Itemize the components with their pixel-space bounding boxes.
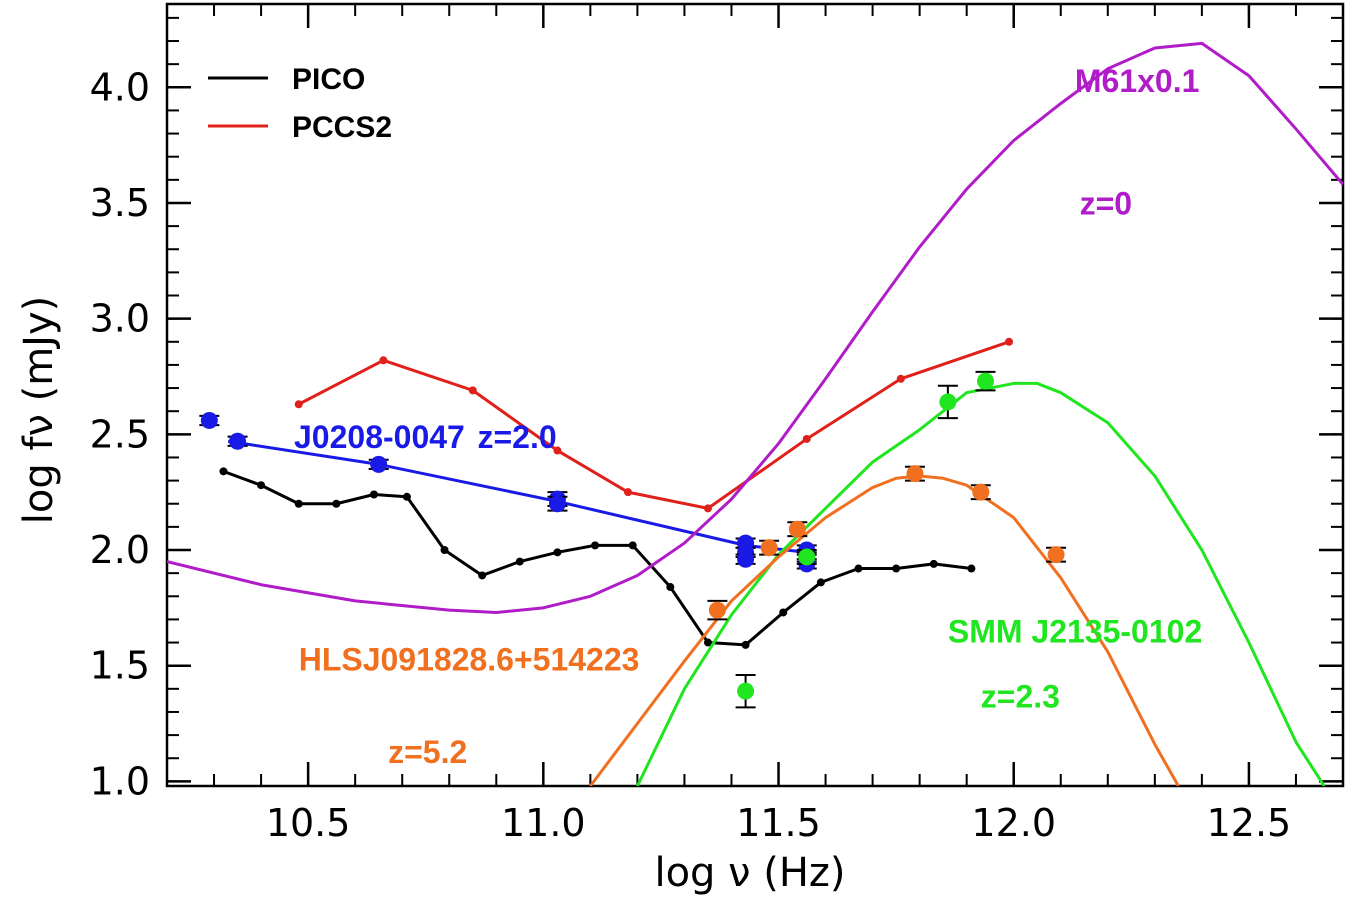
series-1-point-4 [623, 488, 632, 497]
series-1-point-7 [896, 374, 905, 383]
x-tick-label-4: 12.5 [1207, 801, 1292, 845]
series-layer [167, 41, 1343, 786]
series-0-point-14 [741, 640, 750, 649]
series-0-point-17 [854, 564, 863, 573]
series-6-marker-2 [939, 393, 957, 411]
annotation-0: J0208-0047 [294, 419, 465, 455]
series-0-point-10 [591, 541, 600, 550]
series-0-point-19 [929, 559, 938, 568]
y-axis-label: log fν (mJy) [16, 296, 62, 524]
series-6-marker-3 [976, 372, 994, 390]
series-0-point-7 [478, 571, 487, 580]
y-tick-label-0: 1.0 [90, 759, 150, 803]
legend-label-1: PCCS2 [292, 111, 392, 144]
series-4 [167, 41, 1343, 614]
annotations: J0208-0047 z=2.0 M61x0.1 z=0 SMM J2135-0102 z… [294, 63, 1202, 770]
series-2 [227, 439, 807, 554]
series-6 [735, 370, 996, 709]
series-6-marker-1 [798, 548, 816, 566]
series-3-marker-7 [737, 550, 755, 568]
y-tick-label-2: 2.0 [90, 528, 150, 572]
series-2-line [227, 439, 807, 554]
annotation-6: HLSJ091828.6+514223 [299, 641, 640, 677]
series-0 [219, 467, 976, 649]
series-0-point-15 [779, 608, 788, 617]
series-8-marker-4 [972, 483, 990, 501]
series-3-marker-4 [548, 495, 566, 513]
series-8-marker-2 [788, 520, 806, 538]
series-0-point-13 [703, 638, 712, 647]
series-0-point-3 [332, 499, 341, 508]
series-3-marker-2 [370, 455, 388, 473]
series-0-point-9 [553, 548, 562, 557]
series-1-point-5 [703, 504, 712, 513]
legend-label-0: PICO [292, 63, 365, 96]
y-tick-label-3: 2.5 [90, 412, 150, 456]
x-tick-label-0: 10.5 [266, 801, 351, 845]
series-1-point-0 [294, 400, 303, 409]
annotation-1: z=2.0 [477, 419, 556, 455]
annotation-7: z=5.2 [388, 734, 467, 770]
series-0-point-5 [402, 492, 411, 501]
y-tick-label-4: 3.0 [90, 297, 150, 341]
series-0-point-4 [369, 490, 378, 499]
y-tick-label-5: 3.5 [90, 181, 150, 225]
plot-frame [165, 2, 1345, 788]
series-8-marker-3 [906, 465, 924, 483]
series-0-point-16 [816, 578, 825, 587]
axis-ticks: 10.5 11.0 11.5 12.0 12.5 1.0 1.5 2.0 2.5 3.0 3.5 4.… [90, 4, 1344, 845]
series-1-point-6 [802, 434, 811, 443]
series-3-marker-0 [200, 411, 218, 429]
series-0-point-18 [892, 564, 901, 573]
x-axis-label: log ν (Hz) [654, 850, 845, 896]
series-0-point-2 [294, 499, 303, 508]
series-8-marker-1 [760, 539, 778, 557]
annotation-3: z=0 [1080, 186, 1132, 222]
series-0-point-0 [219, 467, 228, 476]
series-0-point-1 [257, 481, 266, 490]
series-0-point-12 [666, 583, 675, 592]
x-tick-label-1: 11.0 [501, 801, 586, 845]
x-tick-label-2: 11.5 [736, 801, 821, 845]
y-tick-label-6: 4.0 [90, 65, 150, 109]
series-1-point-3 [553, 446, 562, 455]
series-1 [294, 337, 1014, 513]
series-1-point-2 [468, 386, 477, 395]
series-4-line [167, 41, 1343, 614]
series-8-marker-0 [708, 601, 726, 619]
series-5-line [636, 381, 1326, 786]
y-tick-label-1: 1.5 [90, 644, 150, 688]
series-0-point-20 [967, 564, 976, 573]
series-1-point-8 [1005, 337, 1014, 346]
series-0-point-11 [628, 541, 637, 550]
series-6-marker-0 [737, 682, 755, 700]
series-0-point-8 [515, 557, 524, 566]
annotation-2: M61x0.1 [1075, 63, 1200, 99]
series-1-point-1 [379, 356, 388, 365]
series-8 [707, 465, 1067, 621]
legend: PICO PCCS2 [208, 63, 392, 144]
series-0-point-6 [440, 546, 449, 555]
series-8-marker-5 [1047, 546, 1065, 564]
series-5 [636, 381, 1326, 786]
annotation-4: SMM J2135-0102 [948, 614, 1202, 650]
series-3-marker-1 [229, 432, 247, 450]
annotation-5: z=2.3 [981, 678, 1060, 714]
x-tick-label-3: 12.0 [971, 801, 1056, 845]
